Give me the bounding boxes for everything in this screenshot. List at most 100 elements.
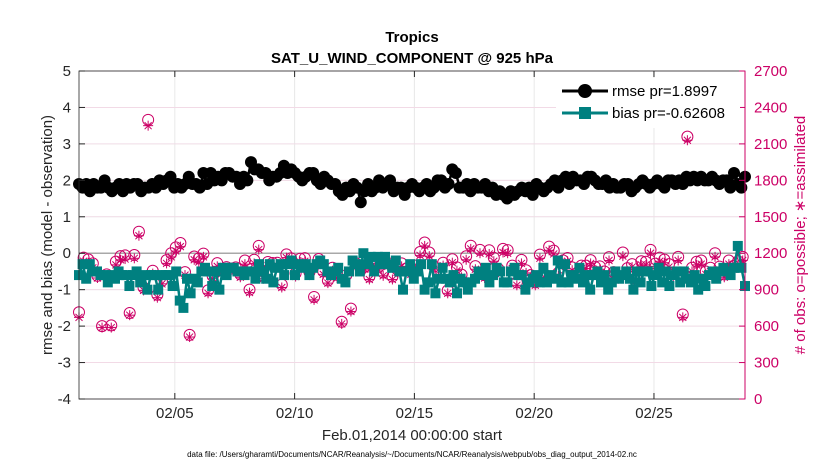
bias-point [102,277,113,288]
asterisk-stroke [678,313,687,322]
asterisk-stroke [310,296,318,304]
bias-point [470,273,480,284]
obs-assimilated-point [106,322,117,333]
legend-bias-marker [579,107,591,119]
obs-assimilated-point [415,250,426,261]
bias-point [120,270,131,281]
asterisk-stroke [98,323,106,332]
y2-tick-label: 900 [754,282,779,299]
bias-point [304,270,315,281]
y2-tick-label: 600 [754,318,779,335]
bias-point [632,266,642,277]
obs-assimilated-point [673,255,684,266]
bias-point [725,270,736,281]
bias-point [711,273,722,284]
bias-point [290,270,300,281]
bias-point [344,266,354,277]
bias-point [275,259,286,270]
x-tick-label: 02/25 [635,405,673,422]
obs-assimilated-point [511,280,522,291]
y-axis-left: -4 -3 -2 -1 0 1 2 3 4 5 [58,63,85,408]
y2-tick-label: 2100 [754,136,787,153]
bias-point [394,266,405,277]
asterisk-stroke [144,121,152,130]
bias-point [686,277,696,288]
asterisk-stroke [245,288,254,297]
bias-point [192,277,203,288]
bias-point [585,284,596,295]
bias-point [167,281,178,292]
bias-point [437,262,448,273]
obs-assimilated-point [345,306,356,317]
bias-point [250,273,261,284]
obs-assimilated-point [143,120,154,131]
bias-point [214,284,225,295]
asterisk-stroke [489,257,498,266]
asterisk-stroke [646,249,655,258]
rmse-point [449,167,462,180]
obs-assimilated-point [387,274,398,285]
obs-assimilated-point [502,248,513,259]
rmse-point [384,174,397,187]
bias-point [77,259,88,270]
bias-point [646,281,657,292]
legend: rmse pr=1.8997 bias pr=-0.62608 [556,78,740,128]
obs-assimilated-point [465,243,476,254]
bias-point [138,270,149,281]
obs-assimilated-point [276,282,287,293]
bias-point [185,288,196,299]
y-tick-label: 5 [63,63,71,80]
y2-tick-label: 1200 [754,245,787,262]
bias-point [434,273,444,284]
bias-series [74,240,750,313]
asterisk-stroke [711,253,719,261]
obs-assimilated-point [461,254,472,265]
y2-tick-label: 300 [754,355,779,372]
bias-point [696,273,707,284]
rmse-point [526,188,539,201]
obs-assimilated-point [253,244,264,255]
bias-point [578,277,588,288]
bias-point [675,277,686,288]
rmse-point [735,181,748,194]
bias-point [372,251,383,262]
obs-assimilated-point [442,288,453,299]
bias-point [570,273,581,284]
bias-point [635,277,646,288]
bias-point [650,270,660,281]
bias-point [462,284,473,295]
bias-point [340,277,351,288]
chart-title: Tropics [385,29,438,46]
bias-point [210,266,221,277]
y2-tick-label: 1500 [754,209,787,226]
bias-point [333,262,344,273]
asterisk-stroke [190,255,199,264]
obs-assimilated-point [152,292,163,303]
y2-tick-label: 2400 [754,99,787,116]
y-axis-right: 0 300 600 900 1200 1500 1800 2100 2400 2700 [739,63,787,408]
rmse-point [442,177,455,190]
bias-point [444,277,455,288]
bias-point [268,277,279,288]
obs-assimilated-point [124,310,135,321]
asterisk-stroke [513,281,521,290]
asterisk-stroke [185,333,194,341]
bias-point [412,266,423,277]
bias-point [563,277,574,288]
bias-point [390,255,401,266]
asterisk-stroke [388,275,397,284]
bias-point [279,270,290,281]
obs-assimilated-point [244,287,255,298]
bias-point [693,284,704,295]
bias-point [81,273,92,284]
bias-point [664,281,675,292]
bias-point [477,270,488,281]
bias-point [534,277,545,288]
obs-assimilated-point [604,255,615,266]
bias-point [203,266,214,277]
asterisk-stroke [337,320,346,328]
bias-point [221,270,232,281]
bias-point [678,266,689,277]
asterisk-stroke [121,255,129,263]
